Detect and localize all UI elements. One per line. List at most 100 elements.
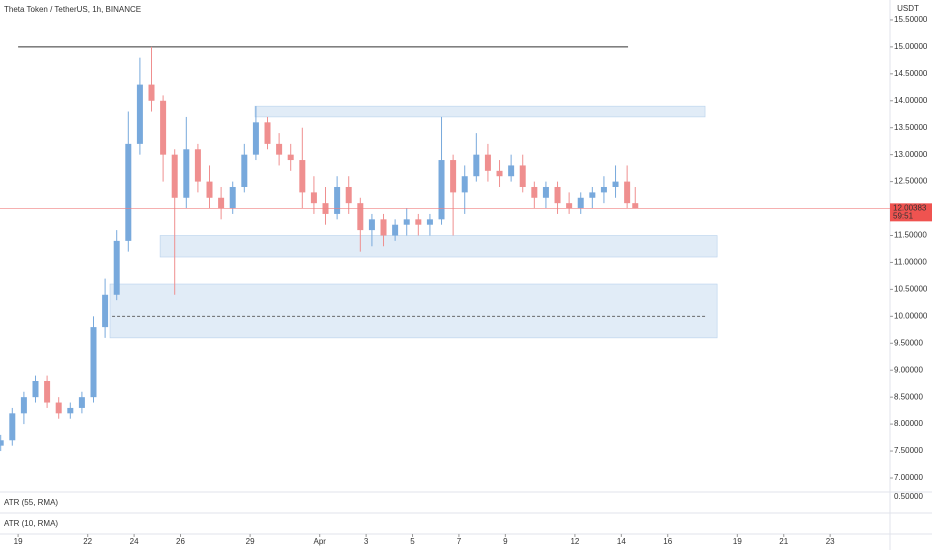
candle-body (148, 84, 155, 101)
candle-body (632, 203, 639, 209)
y-tick-label: 7.00000 (894, 473, 923, 482)
currency: USDT (897, 4, 919, 13)
y-tick-label: 14.50000 (894, 69, 928, 78)
last-price-label: 12.00383 (893, 203, 927, 212)
candle-body (554, 186, 561, 204)
x-tick-label: 16 (663, 537, 672, 546)
zone (159, 235, 718, 258)
candle-body (496, 170, 503, 177)
indicator-label: ATR (55, RMA) (4, 498, 58, 507)
candle-body (136, 84, 143, 144)
chart-title: Theta Token / TetherUS, 1h, BINANCE (4, 5, 141, 14)
candle-body (160, 100, 167, 155)
candle-body (78, 397, 85, 408)
candle-body (531, 186, 538, 198)
candle-body (276, 143, 283, 155)
zone (254, 105, 706, 118)
indicator-label: ATR (10, RMA) (4, 519, 58, 528)
candle-body (612, 181, 619, 187)
y-tick-label: 12.50000 (894, 177, 928, 186)
y-tick-label: 8.50000 (894, 392, 923, 401)
candle-body (194, 149, 201, 182)
candle-body (600, 186, 607, 193)
candle-body (0, 440, 4, 446)
y-tick-label: 14.00000 (894, 96, 928, 105)
candle-body (392, 224, 399, 236)
y-tick-label: 9.00000 (894, 365, 923, 374)
candle-body (218, 197, 225, 209)
candle-body (345, 186, 352, 204)
countdown: 59:51 (893, 211, 914, 220)
candle-body (206, 181, 213, 198)
x-tick-label: 7 (457, 537, 462, 546)
candle-body (566, 203, 573, 209)
candle-body (415, 219, 422, 225)
x-tick-label: 9 (503, 537, 508, 546)
candle-body (241, 154, 248, 187)
y-tick-label: 11.50000 (894, 231, 927, 240)
x-tick-label: 19 (733, 537, 742, 546)
zone (109, 283, 718, 339)
candle-body (589, 192, 596, 198)
candle-body (450, 160, 457, 193)
candle-body (624, 181, 631, 204)
y-tick-label: 15.50000 (894, 15, 928, 24)
candle-body (334, 186, 341, 214)
candle-body (229, 186, 236, 209)
candle-body (9, 413, 16, 441)
candle-body (426, 219, 433, 225)
x-tick-label: 23 (826, 537, 835, 546)
candle-body (368, 219, 375, 231)
x-tick-label: 24 (130, 537, 139, 546)
candle-body (67, 407, 74, 414)
x-tick-label: 26 (176, 537, 185, 546)
x-tick-label: 5 (410, 537, 415, 546)
candle-body (299, 160, 306, 193)
candle-body (125, 143, 132, 241)
y-tick-label: 13.00000 (894, 150, 928, 159)
candle-body (438, 160, 445, 220)
x-tick-label: Apr (313, 537, 326, 546)
candle-body (32, 380, 39, 398)
candle-body (577, 197, 584, 209)
last-price-box (890, 203, 932, 222)
x-tick-label: 3 (364, 537, 369, 546)
candle-body (403, 219, 410, 225)
y-tick-label: 13.50000 (894, 123, 928, 132)
y-tick-label: 9.50000 (894, 338, 923, 347)
y-tick-label: 11.00000 (894, 258, 927, 267)
candle-body (542, 186, 549, 198)
candle-body (287, 154, 294, 161)
x-tick-label: 21 (779, 537, 788, 546)
x-tick-label: 22 (83, 537, 92, 546)
candle-body (508, 165, 515, 177)
candle-body (20, 397, 27, 414)
candle-body (310, 192, 317, 204)
y-tick-label: 10.50000 (894, 284, 928, 293)
candle-body (380, 219, 387, 236)
x-tick-label: 19 (14, 537, 23, 546)
candle-body (473, 154, 480, 177)
y-tick-label: 8.00000 (894, 419, 923, 428)
y-tick-label: 10.00000 (894, 311, 928, 320)
y-tick-label: 15.00000 (894, 42, 928, 51)
candle-body (264, 122, 271, 144)
y-tick-label: 7.50000 (894, 446, 923, 455)
candle-body (183, 149, 190, 198)
candle-body (171, 154, 178, 198)
x-tick-label: 14 (617, 537, 626, 546)
candle-body (484, 154, 491, 171)
candle-body (44, 380, 51, 403)
candle-body (357, 203, 364, 231)
x-tick-label: 12 (570, 537, 579, 546)
candle-body (519, 165, 526, 187)
x-tick-label: 29 (246, 537, 255, 546)
candle-body (90, 327, 97, 398)
candle-body (55, 402, 62, 414)
candle-body (252, 122, 259, 155)
candle-body (113, 240, 120, 295)
candle-body (461, 176, 468, 193)
